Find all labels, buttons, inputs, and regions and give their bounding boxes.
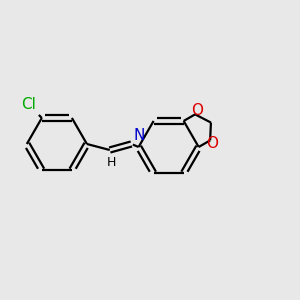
Text: O: O bbox=[206, 136, 218, 152]
Text: Cl: Cl bbox=[21, 97, 36, 112]
Text: H: H bbox=[106, 156, 116, 169]
Text: N: N bbox=[134, 128, 145, 143]
Text: O: O bbox=[191, 103, 203, 118]
